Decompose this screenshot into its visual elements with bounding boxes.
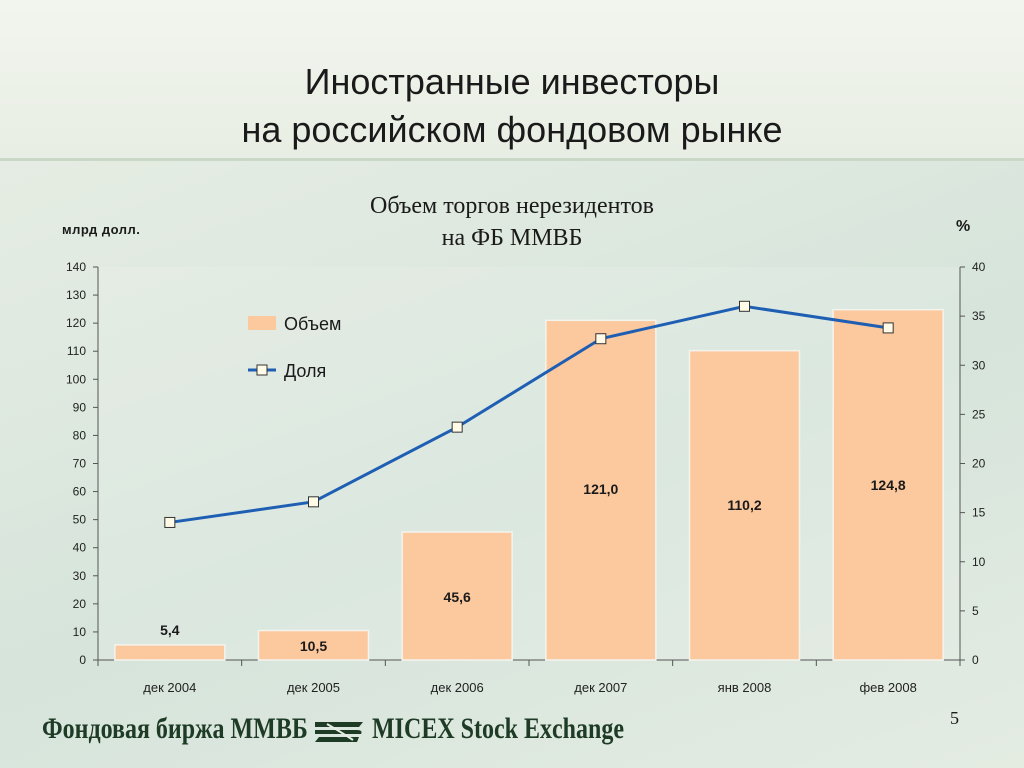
line-point — [451, 421, 463, 433]
right-tick-label: 35 — [972, 309, 986, 323]
page-title-line1: Иностранные инвесторы — [304, 61, 720, 102]
left-tick-label: 60 — [73, 485, 87, 499]
left-tick-label: 30 — [73, 569, 87, 583]
bar — [401, 531, 513, 661]
page-title-line2: на российском фондовом рынке — [241, 109, 783, 150]
left-tick-label: 20 — [73, 597, 87, 611]
bar-value-label: 10,5 — [300, 638, 327, 654]
left-tick-label: 80 — [73, 428, 87, 442]
right-tick-label: 20 — [972, 457, 986, 471]
bar — [832, 308, 944, 661]
legend-swatch-obem — [248, 316, 276, 330]
right-tick-label: 30 — [972, 358, 986, 372]
legend-label-dolya: Доля — [284, 361, 326, 381]
header-band — [0, 0, 1024, 161]
right-tick-label: 15 — [972, 506, 986, 520]
line-point — [739, 300, 750, 312]
right-axis-unit: % — [956, 218, 971, 235]
line-series-dolya — [169, 304, 889, 524]
plot-area — [98, 267, 960, 660]
page-number: 5 — [950, 708, 959, 728]
legend-marker-dolya — [256, 364, 268, 376]
line-point — [164, 516, 176, 528]
x-tick-label: дек 2004 — [143, 680, 196, 695]
bar — [688, 349, 801, 661]
left-axis-unit: млрд долл. — [62, 222, 141, 237]
chart-title: Объем торгов нерезидентов на ФБ ММВБ — [262, 190, 762, 254]
left-tick-label: 40 — [73, 541, 87, 555]
left-tick-label: 50 — [73, 513, 87, 527]
footer-exchange-name-en: MICEX Stock Exchange — [372, 712, 625, 745]
chart-title-line2: на ФБ ММВБ — [441, 225, 583, 251]
x-tick-label: дек 2005 — [287, 680, 340, 695]
page-title: Иностранные инвесторы на российском фонд… — [0, 58, 1024, 154]
bar-value-label: 110,2 — [727, 497, 761, 513]
bar — [545, 319, 657, 661]
right-tick-label: 5 — [972, 604, 979, 618]
left-tick-label: 100 — [66, 372, 86, 386]
bar — [114, 644, 226, 661]
x-tick-label: дек 2007 — [574, 680, 627, 695]
left-tick-label: 10 — [73, 625, 87, 639]
bar-value-label: 5,4 — [160, 622, 180, 638]
bar-value-label: 45,6 — [444, 589, 471, 605]
left-tick-label: 90 — [73, 400, 87, 414]
left-tick-label: 70 — [73, 457, 87, 471]
left-tick-label: 110 — [67, 344, 86, 358]
line-point — [882, 322, 894, 334]
left-tick-label: 0 — [79, 653, 86, 667]
left-tick-label: 130 — [66, 288, 86, 302]
chart-title-line1: Объем торгов нерезидентов — [370, 193, 654, 219]
legend-label-obem: Объем — [284, 314, 341, 334]
right-tick-label: 40 — [972, 260, 986, 274]
line-point — [595, 333, 607, 345]
left-tick-label: 120 — [66, 316, 86, 330]
right-tick-label: 0 — [972, 653, 979, 667]
right-tick-label: 25 — [972, 407, 986, 421]
footer-exchange-name-ru: Фондовая биржа ММВБ — [42, 712, 308, 745]
micex-logo-icon — [315, 722, 363, 742]
x-tick-label: дек 2006 — [431, 680, 484, 695]
bar-value-label: 124,8 — [871, 477, 906, 493]
right-tick-label: 10 — [972, 555, 986, 569]
bar — [257, 629, 370, 661]
x-tick-label: фев 2008 — [859, 680, 916, 695]
bar-value-label: 121,0 — [583, 481, 618, 497]
left-tick-label: 140 — [66, 260, 86, 274]
x-tick-label: янв 2008 — [718, 680, 772, 695]
line-point — [308, 496, 319, 508]
